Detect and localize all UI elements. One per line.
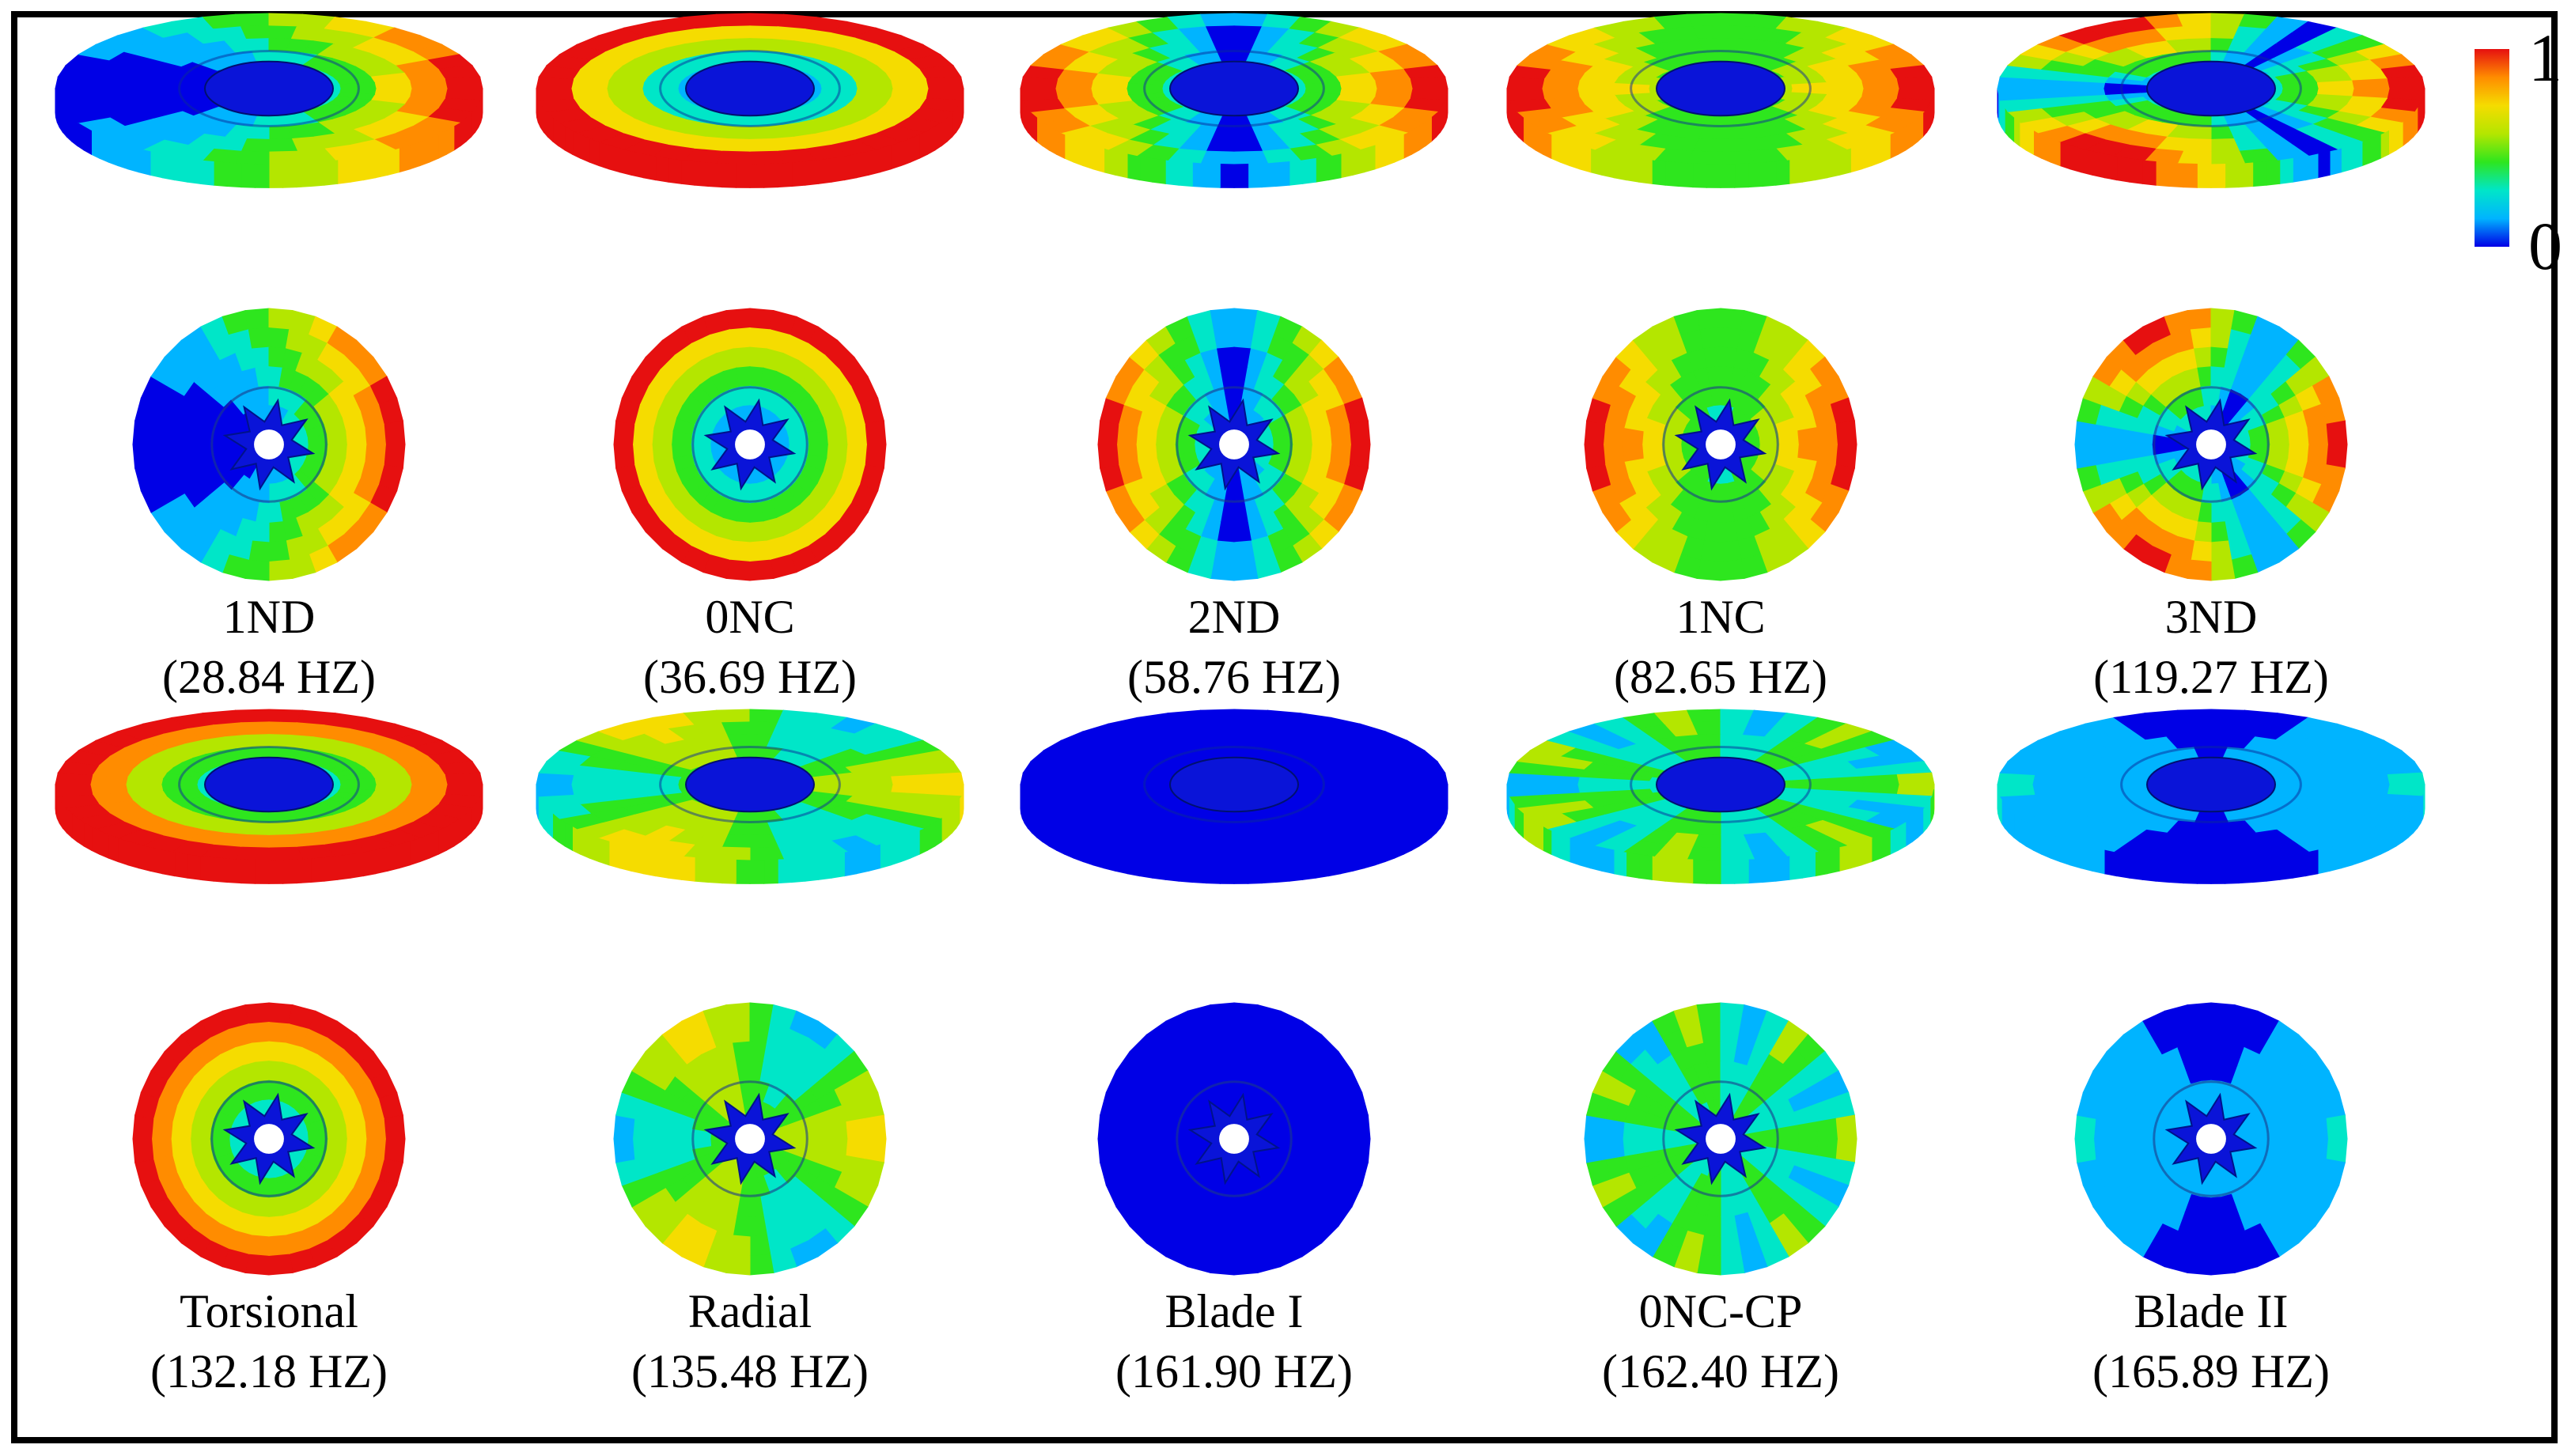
mode-label-1nc: 1NC (82.65 HZ) [1539,587,1903,707]
oblique-view-blade-2 [1997,709,2425,884]
shaft-hole [2196,1124,2226,1154]
mode-frequency: (132.18 HZ) [150,1345,388,1397]
top-view-radial [613,1002,887,1276]
mode-name: 1ND [222,591,316,643]
oblique-view-2nd [1020,13,1448,188]
mode-name: 2ND [1187,591,1281,643]
top-view-blade-1 [1097,1002,1371,1276]
mode-frequency: (36.69 HZ) [643,651,857,703]
mode-label-radial: Radial (135.48 HZ) [568,1281,932,1401]
mode-frequency: (82.65 HZ) [1614,651,1827,703]
mode-name: 1NC [1676,591,1766,643]
shaft-hole [2196,429,2226,459]
top-view-1nc [1584,308,1857,581]
shaft-hole [735,1124,765,1154]
mode-frequency: (162.40 HZ) [1602,1345,1839,1397]
legend-color-bar [2475,49,2509,247]
mode-frequency: (165.89 HZ) [2092,1345,2330,1397]
mode-frequency: (28.84 HZ) [162,651,376,703]
mode-frequency: (135.48 HZ) [631,1345,869,1397]
shaft-hole [254,429,284,459]
oblique-view-0nc [536,13,964,188]
oblique-view-blade-1 [1020,709,1448,884]
shaft-hole [254,1124,284,1154]
top-view-1nd [132,308,406,581]
oblique-view-1nc [1506,13,1935,188]
mode-name: 0NC [705,591,795,643]
mode-label-torsional: Torsional (132.18 HZ) [87,1281,451,1401]
legend-min-label: 0 [2528,208,2562,284]
mode-label-blade-1: Blade I (161.90 HZ) [1052,1281,1416,1401]
mode-label-1nd: 1ND (28.84 HZ) [87,587,451,707]
top-view-blade-2 [2074,1002,2348,1276]
mode-frequency: (58.76 HZ) [1127,651,1341,703]
mode-name: Torsional [180,1285,358,1337]
shaft-hole [735,429,765,459]
mode-frequency: (161.90 HZ) [1115,1345,1353,1397]
top-view-2nd [1097,308,1371,581]
mode-name: 3ND [2164,591,2258,643]
mode-frequency: (119.27 HZ) [2093,651,2329,703]
mode-label-blade-2: Blade II (165.89 HZ) [2029,1281,2393,1401]
mode-name: Blade I [1164,1285,1304,1337]
oblique-view-3nd [1997,13,2425,188]
top-view-torsional [132,1002,406,1276]
mode-name: 0NC-CP [1638,1285,1803,1337]
mode-label-3nd: 3ND (119.27 HZ) [2029,587,2393,707]
oblique-view-1nd [55,13,483,188]
shaft-hole [1706,429,1736,459]
mode-name: Radial [687,1285,812,1337]
legend-max-label: 1 [2528,20,2562,96]
oblique-view-torsional [55,709,483,884]
oblique-view-radial [536,709,964,884]
mode-name: Blade II [2134,1285,2289,1337]
mode-label-0nc: 0NC (36.69 HZ) [568,587,932,707]
top-view-3nd [2074,308,2348,581]
top-view-0nc [613,308,887,581]
shaft-hole [1219,1124,1249,1154]
shaft-hole [1706,1124,1736,1154]
top-view-0nc-cp [1584,1002,1857,1276]
mode-label-2nd: 2ND (58.76 HZ) [1052,587,1416,707]
shaft-hole [1219,429,1249,459]
oblique-view-0nc-cp [1506,709,1935,884]
mode-label-0nc-cp: 0NC-CP (162.40 HZ) [1539,1281,1903,1401]
color-legend [2475,49,2509,247]
